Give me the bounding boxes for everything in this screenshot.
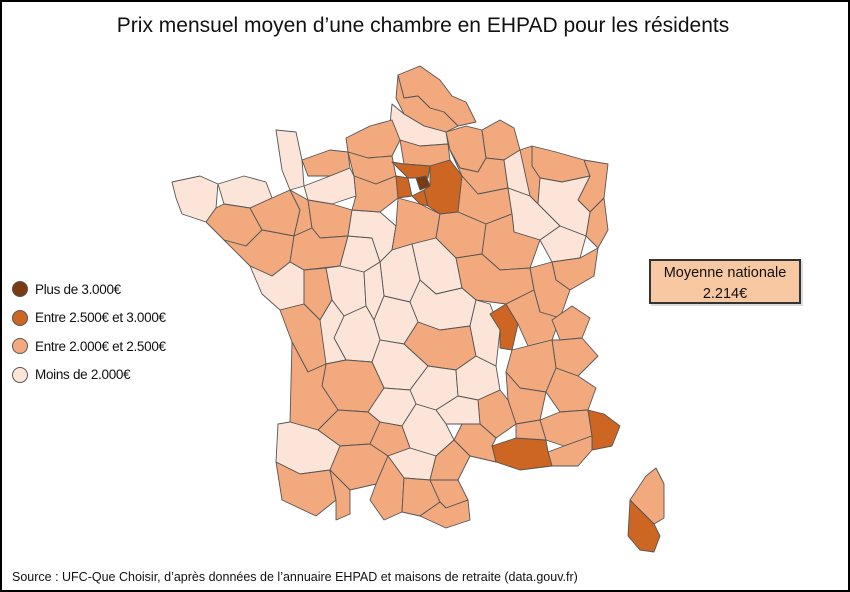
department-eure-loir (351, 175, 399, 213)
department-bouches-du-rhone (491, 437, 553, 471)
legend-label: Plus de 3.000€ (35, 281, 121, 297)
national-average-label: Moyenne nationale (663, 265, 787, 281)
map-title: Prix mensuel moyen d’une chambre en EHPA… (116, 14, 730, 37)
legend-item-2000-2500: Entre 2.000€ et 2.500€ (12, 332, 166, 361)
department-moselle (531, 145, 591, 183)
legend-item-over-3000: Plus de 3.000€ (12, 275, 166, 304)
legend-label: Entre 2.000€ et 2.500€ (35, 338, 166, 354)
legend-swatch-under-2000 (12, 366, 28, 383)
legend-label: Entre 2.500€ et 3.000€ (35, 310, 166, 326)
department-alpes-maritimes (587, 409, 621, 451)
department-corse-du-sud (627, 499, 661, 553)
department-seine-marne (423, 159, 463, 215)
legend: Plus de 3.000€ Entre 2.500€ et 3.000€ En… (12, 275, 166, 389)
department-herault (429, 439, 471, 481)
department-hautes-pyrenees (329, 469, 351, 521)
department-hautes-alpes (545, 367, 597, 413)
legend-item-under-2000: Moins de 2.000€ (12, 361, 166, 390)
department-haute-saone (539, 225, 587, 263)
department-seine-maritime (345, 119, 401, 159)
department-pas-de-calais (395, 74, 459, 133)
legend-swatch-2000-2500 (12, 338, 28, 355)
national-average-box: Moyenne nationale 2.214€ (649, 259, 801, 304)
department-manche (275, 129, 305, 191)
department-haute-savoie (551, 305, 591, 341)
legend-swatch-2500-3000 (12, 309, 28, 326)
legend-item-2500-3000: Entre 2.500€ et 3.000€ (12, 304, 166, 333)
department-pyrenees-orientales (419, 499, 471, 529)
department-yvelines (395, 175, 413, 199)
department-val-oise (391, 161, 431, 179)
legend-swatch-over-3000 (12, 281, 28, 298)
national-average-value: 2.214€ (702, 286, 748, 302)
source-note: Source : UFC-Que Choisir, d’après donnée… (12, 570, 578, 584)
department-vaucluse (515, 419, 547, 441)
legend-label: Moins de 2.000€ (35, 367, 131, 383)
